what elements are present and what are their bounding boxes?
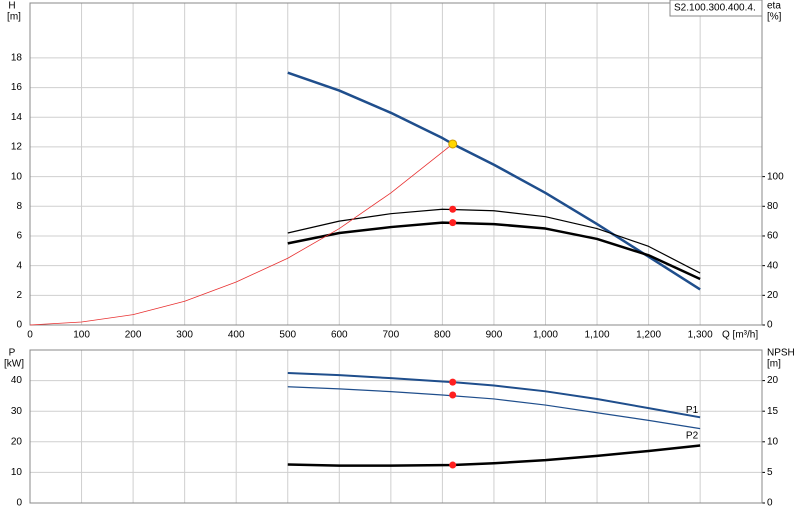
y2-axis-unit: [m] (767, 359, 781, 370)
curve (29, 143, 453, 326)
operating-point (449, 391, 457, 399)
y2-tick-label: 60 (767, 231, 779, 242)
x-tick-label: 400 (228, 330, 245, 341)
y2-tick-label: 15 (767, 406, 779, 417)
curve (287, 71, 701, 291)
y-tick-label: 40 (11, 375, 23, 386)
y2-tick-label: 0 (767, 498, 773, 509)
y-axis-label: P (9, 348, 16, 359)
y-axis-label: H (8, 1, 15, 12)
y-tick-label: 20 (11, 436, 23, 447)
y2-tick-label: 40 (767, 260, 779, 271)
y2-tick-label: 100 (767, 171, 784, 182)
x-tick-label: 1,200 (636, 330, 661, 341)
y-tick-label: 18 (11, 53, 23, 64)
y-tick-label: 30 (11, 406, 23, 417)
y-tick-label: 16 (11, 82, 23, 93)
plot-frame (29, 349, 763, 504)
y2-axis-unit: [%] (767, 12, 782, 23)
operating-point (449, 219, 457, 227)
curve (287, 221, 701, 281)
curve (287, 444, 701, 467)
y2-axis-label: NPSH (767, 348, 795, 359)
x-tick-label: 1,300 (688, 330, 713, 341)
y2-tick-label: 5 (767, 467, 773, 478)
y2-tick-label: 10 (767, 436, 779, 447)
y-tick-label: 10 (11, 171, 23, 182)
x-tick-label: 500 (279, 330, 296, 341)
curve (287, 371, 701, 419)
x-tick-label: 900 (486, 330, 503, 341)
y2-tick-label: 20 (767, 375, 779, 386)
y-tick-label: 8 (16, 201, 22, 212)
x-tick-label: 1,000 (533, 330, 558, 341)
plot-frame (29, 2, 763, 326)
x-axis-label: Q [m³/h] (722, 330, 758, 341)
x-tick-label: 200 (125, 330, 142, 341)
operating-point (449, 205, 457, 213)
y-axis-unit: [kW] (4, 359, 24, 370)
y2-tick-label: 20 (767, 290, 779, 301)
y2-axis-label: eta (767, 1, 781, 12)
y-tick-label: 6 (16, 231, 22, 242)
x-tick-label: 300 (176, 330, 193, 341)
y2-tick-label: 0 (767, 320, 773, 331)
series-label: P2 (686, 430, 699, 441)
annotation: S2.100.300.400.4. (674, 3, 756, 14)
y-tick-label: 10 (11, 467, 23, 478)
x-tick-label: 100 (73, 330, 90, 341)
y-tick-label: 4 (16, 260, 22, 271)
y-tick-label: 2 (16, 290, 22, 301)
y2-tick-label: 80 (767, 201, 779, 212)
operating-point (448, 139, 458, 149)
operating-point (449, 378, 457, 386)
y-tick-label: 14 (11, 112, 23, 123)
curve (287, 386, 701, 430)
y-tick-label: 0 (16, 320, 22, 331)
y-tick-label: 0 (16, 498, 22, 509)
x-tick-label: 800 (434, 330, 451, 341)
x-tick-label: 600 (331, 330, 348, 341)
annotation-box (669, 0, 763, 17)
y-axis-unit: [m] (7, 12, 21, 23)
x-tick-label: 1,100 (585, 330, 610, 341)
curve (287, 208, 701, 274)
x-tick-label: 0 (27, 330, 33, 341)
operating-point (449, 461, 457, 469)
y-tick-label: 12 (11, 142, 23, 153)
x-tick-label: 700 (383, 330, 400, 341)
series-label: P1 (686, 405, 699, 416)
